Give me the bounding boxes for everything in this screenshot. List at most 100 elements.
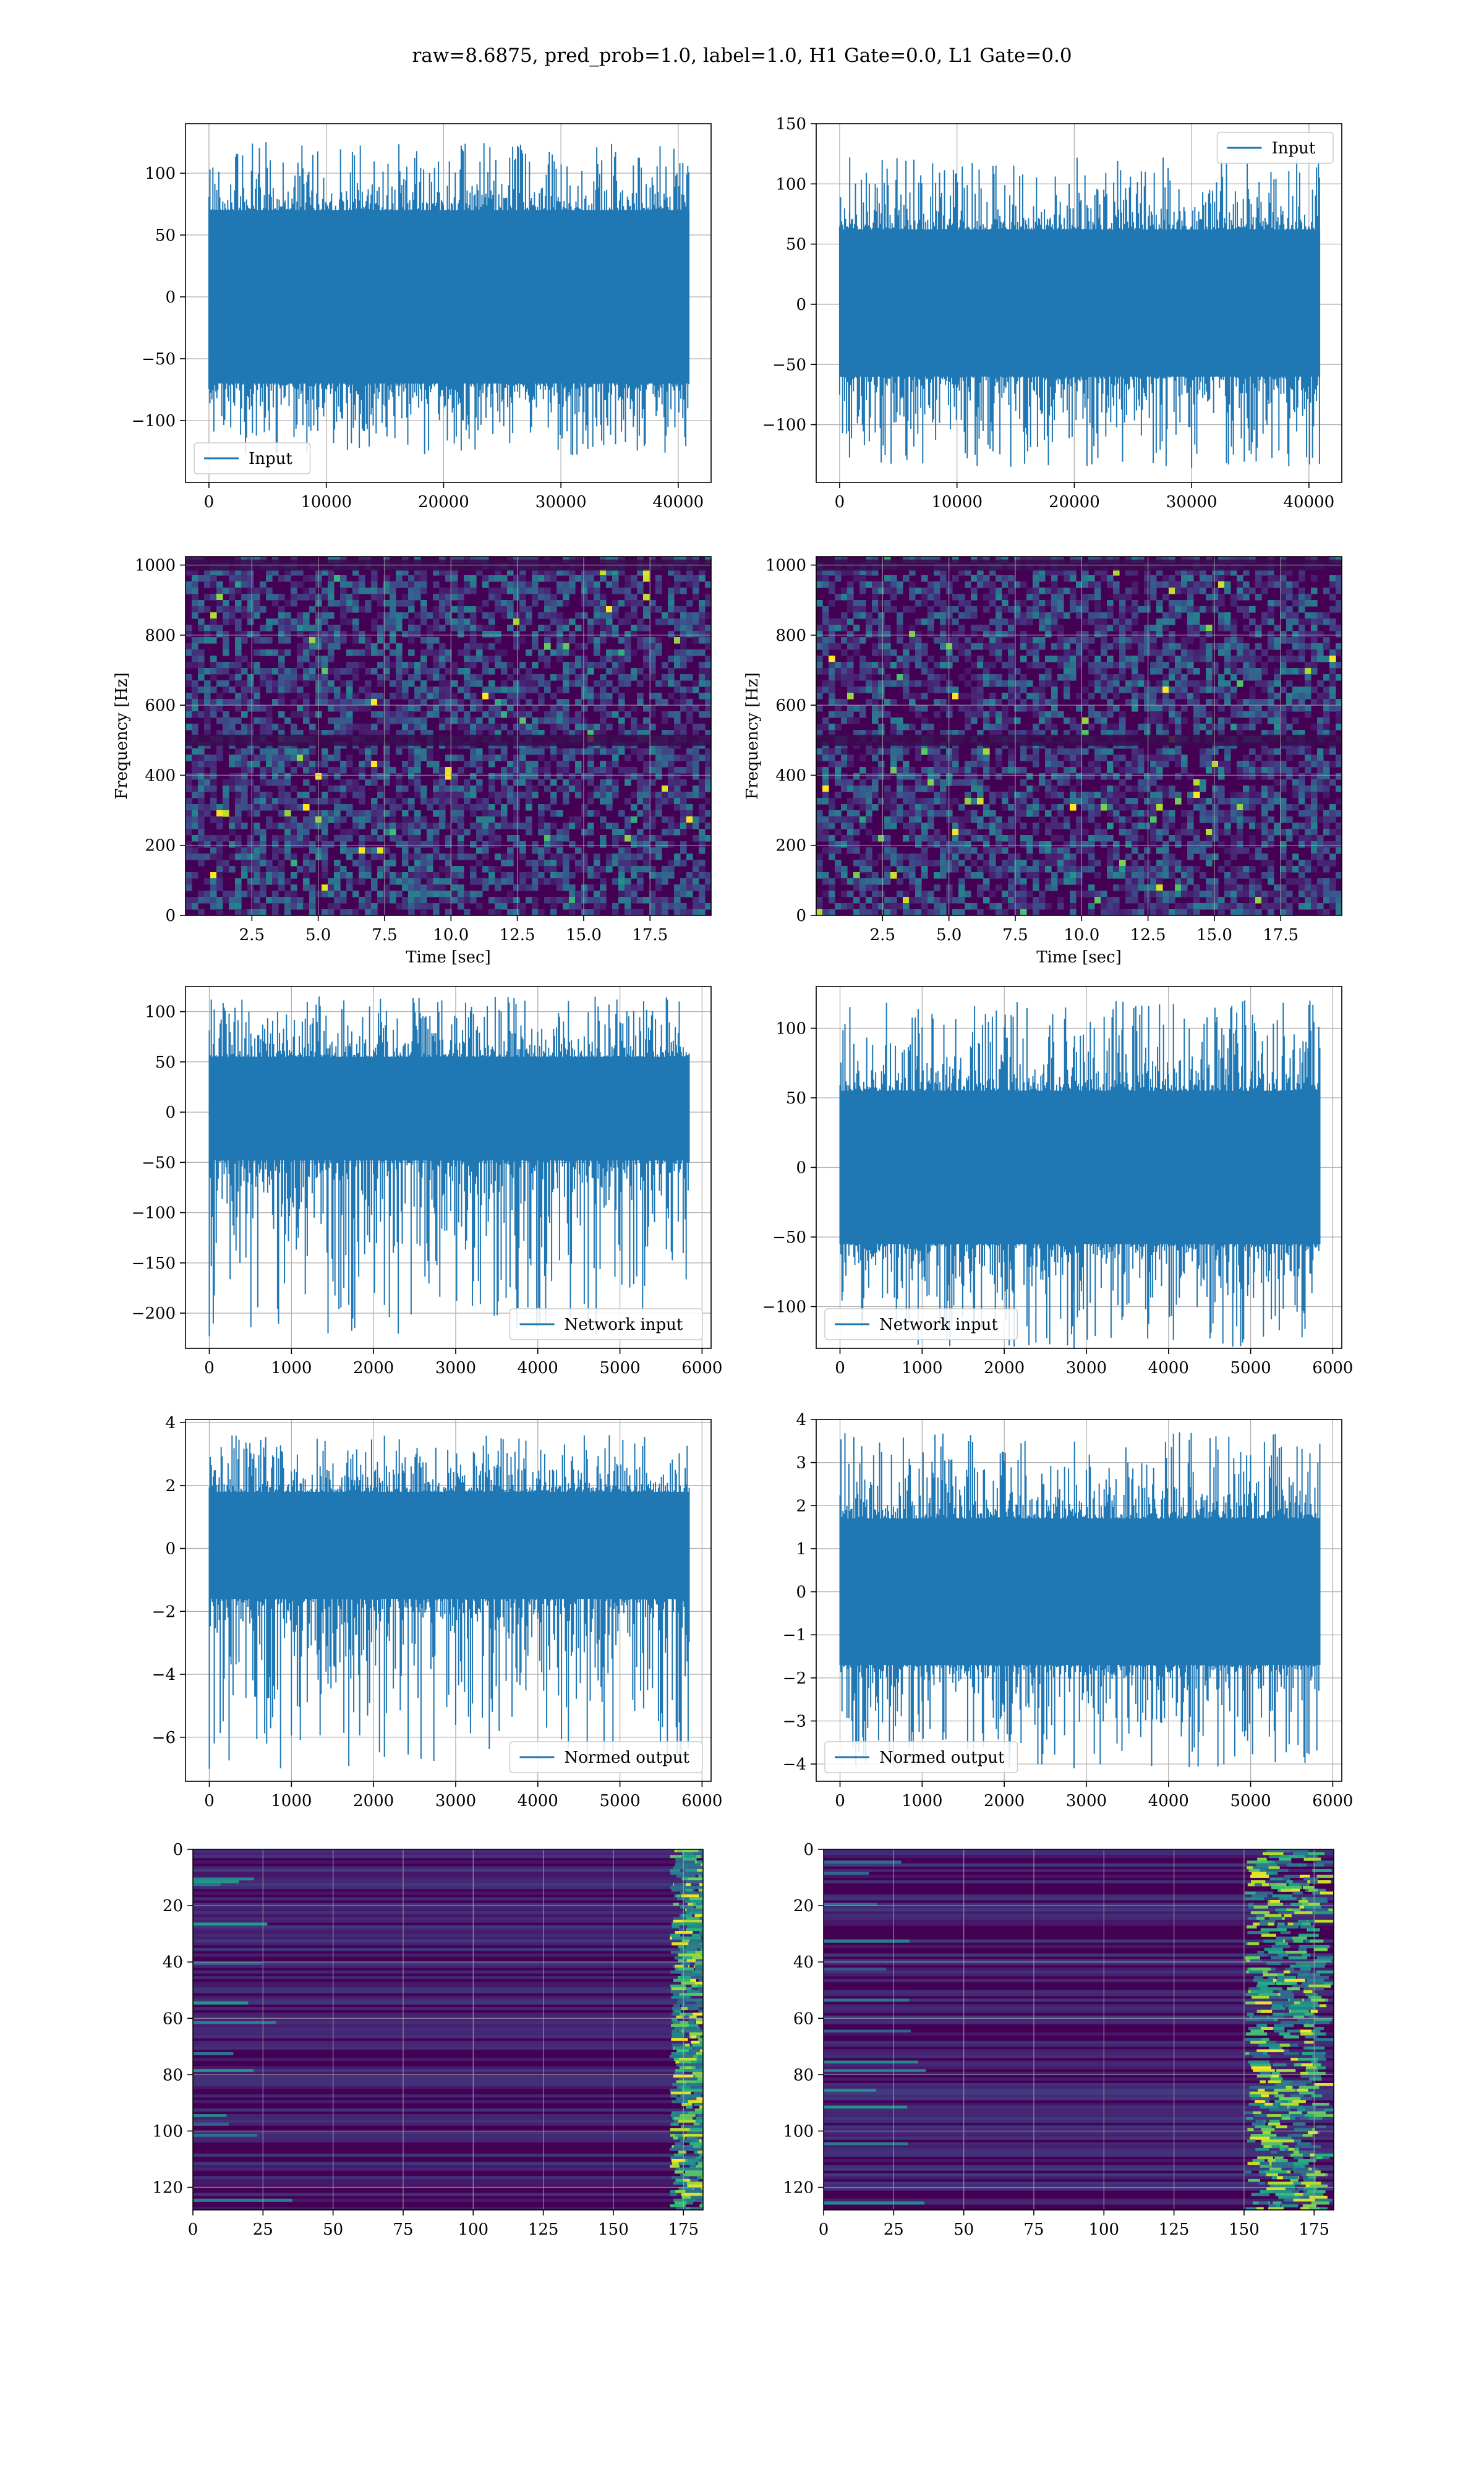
heatmap-cell (693, 897, 699, 904)
series-spikes (208, 142, 689, 455)
heatmap-cell (1033, 903, 1039, 910)
heatmap-cell (680, 767, 687, 774)
heatmap-cell (965, 693, 971, 700)
heatmap-cell (946, 662, 953, 669)
heatmap-cell (594, 581, 600, 588)
heatmap-cell (291, 668, 297, 675)
heatmap-cell (445, 656, 452, 662)
heatmap-cell (897, 631, 903, 638)
heatmap-cell (396, 625, 403, 631)
heatmap-cell (532, 637, 539, 644)
heatmap-cell (303, 711, 310, 718)
heatmap-cell (1033, 569, 1039, 576)
heatmap-cell (513, 773, 520, 780)
heatmap-cell (625, 600, 631, 607)
heatmap-cell (1070, 798, 1077, 805)
heatmap-cell (693, 618, 699, 625)
heatmap-cell (927, 835, 934, 842)
heatmap-cell (334, 717, 341, 724)
heatmap-cell (1076, 872, 1083, 879)
heatmap-cell (544, 804, 551, 811)
heatmap-cell (377, 854, 384, 860)
heatmap-cell (192, 705, 198, 712)
heatmap-cell (835, 779, 842, 786)
heatmap-cell (414, 841, 421, 848)
heatmap-cell (612, 829, 619, 836)
heatmap-cell (1101, 668, 1107, 675)
heatmap-cell (365, 730, 372, 737)
heatmap-cell (532, 594, 539, 601)
heatmap-cell (223, 798, 229, 805)
heatmap-cell (266, 705, 273, 712)
heatmap-cell (1057, 823, 1064, 829)
heatmap-cell (934, 835, 940, 842)
heatmap-cell (563, 761, 569, 768)
heatmap-cell (420, 841, 427, 848)
heatmap-cell (699, 606, 706, 613)
heatmap-cell (365, 588, 372, 594)
heatmap-cell (859, 779, 866, 786)
heatmap-cell (495, 841, 501, 848)
heatmap-cell (1051, 878, 1058, 885)
heatmap-cell (699, 637, 706, 644)
heatmap-cell (495, 637, 501, 644)
heatmap-cell (303, 643, 310, 650)
heatmap-cell (853, 841, 860, 848)
heatmap-cell (427, 748, 433, 755)
heatmap-cell (587, 693, 594, 700)
heatmap-cell (1026, 785, 1033, 792)
heatmap-cell (352, 829, 359, 836)
heatmap-cell (587, 755, 594, 761)
heatmap-cell (204, 878, 211, 885)
heatmap-cell (903, 606, 910, 613)
heatmap-cell (866, 569, 872, 576)
heatmap-cell (519, 854, 526, 860)
heatmap-cell (365, 909, 372, 915)
heatmap-cell (247, 581, 254, 588)
heatmap-cell (235, 693, 242, 700)
heatmap-cell (297, 730, 304, 737)
heatmap-cell (1113, 674, 1120, 681)
heatmap-cell (334, 699, 341, 706)
heatmap-cell (1107, 705, 1114, 712)
heatmap-cell (952, 618, 959, 625)
heatmap-cell (192, 897, 198, 904)
heatmap-cell (420, 897, 427, 904)
heatmap-cell (829, 730, 835, 737)
heatmap-cell (983, 711, 990, 718)
heatmap-cell (328, 903, 335, 910)
heatmap-cell (686, 711, 693, 718)
heatmap-cell (940, 612, 947, 619)
heatmap-cell (223, 724, 229, 730)
heatmap-cell (958, 841, 965, 848)
heatmap-cell (235, 705, 242, 712)
heatmap-cell (705, 779, 711, 786)
heatmap-cell (439, 705, 446, 712)
heatmap-cell (556, 569, 563, 576)
heatmap-cell (476, 606, 483, 613)
heatmap-cell (390, 625, 396, 631)
heatmap-cell (309, 649, 316, 656)
heatmap-cell (266, 674, 273, 681)
heatmap-cell (829, 643, 835, 650)
x-tick-label: 0 (204, 493, 215, 511)
heatmap-cell (989, 854, 996, 860)
heatmap-cell (934, 674, 940, 681)
heatmap-cell (340, 668, 347, 675)
heatmap-cell (315, 798, 322, 805)
heatmap-cell (1107, 680, 1114, 687)
heatmap-cell (439, 785, 446, 792)
heatmap-cell (835, 761, 842, 768)
heatmap-cell (260, 891, 267, 897)
heatmap-cell (458, 785, 464, 792)
heatmap-cell (1076, 643, 1083, 650)
heatmap-cell (365, 866, 372, 873)
heatmap-cell (297, 687, 304, 693)
heatmap-cell (829, 588, 835, 594)
heatmap-cell (235, 884, 242, 891)
heatmap-cell (544, 823, 551, 829)
heatmap-cell (662, 674, 668, 681)
heatmap-cell (1064, 649, 1070, 656)
heatmap-cell (594, 730, 600, 737)
heatmap-cell (266, 730, 273, 737)
